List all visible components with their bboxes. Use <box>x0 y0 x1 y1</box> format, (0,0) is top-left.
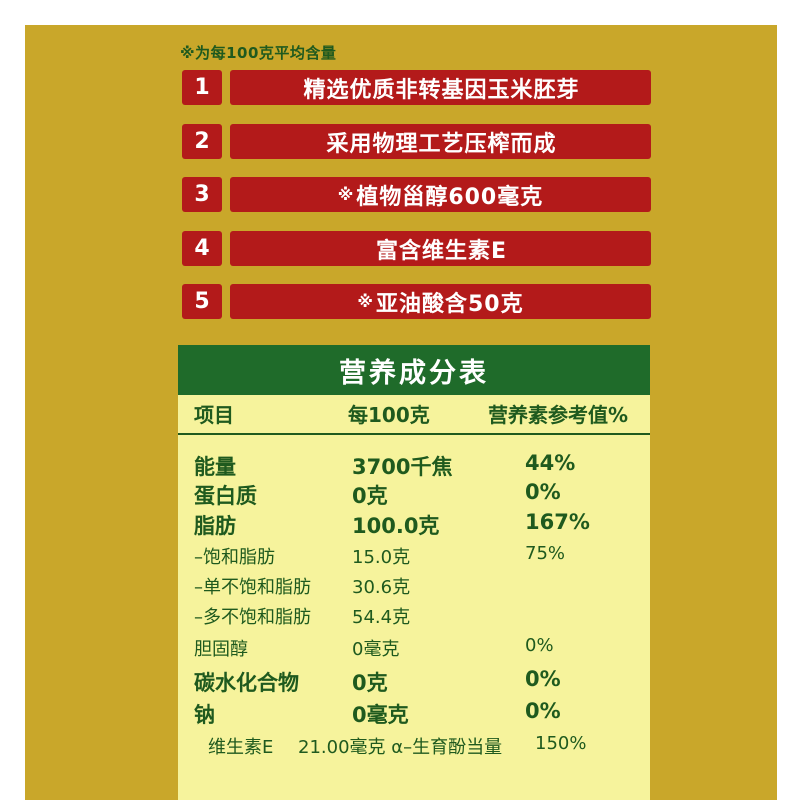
table-row: 钠 0毫克 0% <box>178 697 650 727</box>
column-header-nrv: 营养素参考值% <box>488 403 629 427</box>
table-row: –饱和脂肪 15.0克 75% <box>178 541 650 571</box>
row-nrv: 0% <box>525 635 554 656</box>
feature-number-5: 5 <box>182 284 222 319</box>
table-row: 碳水化合物 0克 0% <box>178 665 650 695</box>
row-per-100g: 0毫克 <box>352 703 409 727</box>
nutrition-facts-table: 营养成分表 项目 每100克 营养素参考值% 能量 3700千焦 44% 蛋白质… <box>178 345 650 800</box>
table-row: –多不饱和脂肪 54.4克 <box>178 601 650 631</box>
table-row: 胆固醇 0毫克 0% <box>178 633 650 663</box>
row-nrv: 75% <box>525 543 566 564</box>
table-row: –单不饱和脂肪 30.6克 <box>178 571 650 601</box>
feature-label-2: 采用物理工艺压榨而成 <box>230 124 651 159</box>
table-row: 能量 3700千焦 44% <box>178 449 650 479</box>
row-per-100g: 0毫克 <box>352 639 400 660</box>
row-item: 蛋白质 <box>194 484 257 508</box>
table-row: 维生素E 21.00毫克 α–生育酚当量 150% <box>178 731 650 761</box>
row-item: 维生素E <box>208 737 274 758</box>
row-nrv: 0% <box>525 480 561 504</box>
feature-label-3: ※ 植物甾醇600毫克 <box>230 177 651 212</box>
feature-number-3: 3 <box>182 177 222 212</box>
row-per-100g: 0克 <box>352 671 388 695</box>
row-nrv: 167% <box>525 510 590 534</box>
row-item: 能量 <box>194 455 236 479</box>
average-content-note: ※为每100克平均含量 <box>180 44 337 62</box>
column-header-item: 项目 <box>194 403 234 427</box>
row-per-100g: 54.4克 <box>352 607 411 628</box>
feature-number-1: 1 <box>182 70 222 105</box>
feature-label-1: 精选优质非转基因玉米胚芽 <box>230 70 651 105</box>
row-nrv: 0% <box>525 667 561 691</box>
feature-label-4: 富含维生素E <box>230 231 651 266</box>
table-row: 蛋白质 0克 0% <box>178 478 650 508</box>
row-item: 钠 <box>194 703 215 727</box>
row-item: –饱和脂肪 <box>194 547 275 568</box>
row-per-100g: 30.6克 <box>352 577 411 598</box>
row-item: 脂肪 <box>194 514 236 538</box>
row-nrv: 44% <box>525 451 576 475</box>
row-per-100g: 0克 <box>352 484 388 508</box>
row-per-100g: 3700千焦 <box>352 455 453 479</box>
feature-label-5: ※ 亚油酸含50克 <box>230 284 651 319</box>
row-per-100g: 15.0克 <box>352 547 411 568</box>
row-item: –多不饱和脂肪 <box>194 607 311 628</box>
row-item: –单不饱和脂肪 <box>194 577 311 598</box>
feature-number-2: 2 <box>182 124 222 159</box>
row-nrv: 150% <box>535 733 587 754</box>
row-per-100g: 21.00毫克 α–生育酚当量 <box>298 737 503 758</box>
nutrition-table-title: 营养成分表 <box>178 345 650 395</box>
feature-number-4: 4 <box>182 231 222 266</box>
row-item: 胆固醇 <box>194 639 248 660</box>
row-per-100g: 100.0克 <box>352 514 440 538</box>
row-item: 碳水化合物 <box>194 671 299 695</box>
column-header-per-100g: 每100克 <box>348 403 430 427</box>
header-divider <box>178 433 650 435</box>
table-row: 脂肪 100.0克 167% <box>178 508 650 538</box>
row-nrv: 0% <box>525 699 561 723</box>
